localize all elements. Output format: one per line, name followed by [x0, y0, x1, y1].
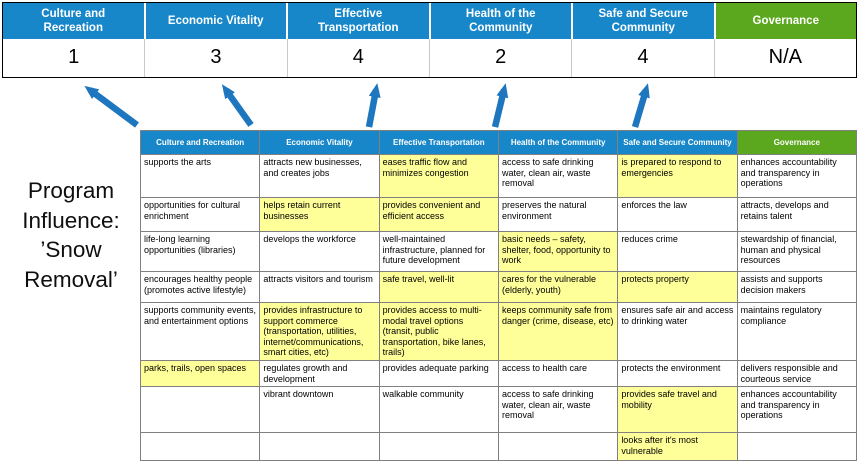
matrix-cell — [139, 432, 261, 462]
matrix-cell: develops the workforce — [259, 231, 380, 272]
pillar-header: Governance — [715, 3, 856, 39]
matrix-cell: vibrant downtown — [259, 386, 380, 434]
matrix-row: vibrant downtown walkable community access… — [139, 386, 858, 434]
pillar-header: Health of the Community — [430, 3, 571, 39]
up-arrow — [84, 85, 139, 128]
matrix-cell-highlighted: cares for the vulnerable (elderly, youth… — [497, 271, 619, 303]
matrix-cell-highlighted: protects property — [617, 271, 738, 303]
pillar-header: Safe and Secure Community — [573, 3, 714, 39]
matrix-row: parks, trails, open spaces regulates grow… — [139, 360, 858, 388]
matrix-cell-highlighted: provides access to multi-modal travel op… — [378, 301, 499, 362]
matrix-cell: walkable community — [378, 386, 499, 434]
pillar-score: 4 — [571, 39, 713, 77]
matrix-cell: protects the environment — [617, 360, 738, 388]
matrix-cell: delivers responsible and courteous servi… — [736, 360, 858, 388]
matrix-header-row: Culture and Recreation Economic Vitality E… — [139, 130, 858, 155]
matrix-cell: enhances accountability and transparency… — [736, 154, 858, 198]
matrix-body: supports the arts attracts new businesses… — [139, 154, 858, 462]
matrix-cell-highlighted: basic needs – safety, shelter, food, opp… — [497, 231, 619, 272]
pillar-score: 2 — [428, 39, 571, 77]
matrix-cell — [736, 432, 858, 462]
matrix-cell — [378, 432, 499, 462]
matrix-cell: supports the arts — [139, 154, 261, 198]
program-title-line: Program — [27, 178, 115, 203]
matrix-cell: provides adequate parking — [378, 360, 499, 388]
matrix-cell — [259, 432, 380, 462]
matrix-cell: life-long learning opportunities (librar… — [139, 231, 261, 272]
matrix-cell: reduces crime — [617, 231, 738, 272]
matrix-column-header: Culture and Recreation — [139, 130, 261, 155]
pillar-header: Culture and Recreation — [3, 3, 144, 39]
matrix-column-header: Effective Transportation — [378, 130, 499, 155]
matrix-cell: assists and supports decision makers — [736, 271, 858, 303]
matrix-cell: access to health care — [497, 360, 619, 388]
matrix-cell — [497, 432, 619, 462]
matrix-cell-highlighted: safe travel, well-lit — [378, 271, 499, 303]
summary-score-row: 1 3 4 2 4 N/A — [3, 39, 856, 77]
matrix-cell-highlighted: provides convenient and efficient access — [378, 197, 499, 232]
matrix-cell: enforces the law — [617, 197, 738, 232]
matrix-cell: enhances accountability and transparency… — [736, 386, 858, 434]
matrix-row: looks after it's most vulnerable — [139, 432, 858, 462]
matrix-column-header: Health of the Community — [497, 130, 619, 155]
program-title: Program Influence: ’Snow Removal’ — [2, 176, 140, 295]
matrix-cell: attracts, develops and retains talent — [736, 197, 858, 232]
matrix-cell: regulates growth and development — [259, 360, 380, 388]
matrix-cell: preserves the natural environment — [497, 197, 619, 232]
program-title-line: Removal’ — [24, 267, 118, 293]
matrix-cell-highlighted: helps retain current businesses — [259, 197, 380, 232]
pillar-summary: Culture and Recreation Economic Vitality E… — [2, 2, 857, 78]
matrix-cell-highlighted: looks after it's most vulnerable — [617, 432, 738, 462]
matrix-cell-highlighted: is prepared to respond to emergencies — [617, 154, 738, 198]
matrix-row: supports the arts attracts new businesses… — [139, 154, 858, 198]
influence-matrix: Culture and Recreation Economic Vitality E… — [139, 130, 858, 462]
matrix-cell: maintains regulatory compliance — [736, 301, 858, 362]
matrix-cell: ensures safe air and access to drinking … — [617, 301, 738, 362]
matrix-column-header: Economic Vitality — [259, 130, 380, 155]
up-arrow — [365, 83, 381, 128]
matrix-row: life-long learning opportunities (librar… — [139, 231, 858, 272]
up-arrow — [221, 84, 254, 127]
matrix-cell-highlighted: parks, trails, open spaces — [139, 360, 261, 388]
matrix-cell: encourages healthy people (promotes acti… — [139, 271, 261, 303]
matrix-cell — [139, 386, 261, 434]
matrix-cell: stewardship of financial, human and phys… — [736, 231, 858, 272]
pillar-score: 3 — [144, 39, 286, 77]
pillar-score: 4 — [286, 39, 429, 77]
matrix-cell: well-maintained infrastructure, planned … — [378, 231, 499, 272]
matrix-cell-highlighted: eases traffic flow and minimizes congest… — [378, 154, 499, 198]
up-arrow — [491, 83, 509, 128]
matrix-cell: attracts new businesses, and creates job… — [259, 154, 380, 198]
pillar-header: Effective Transportation — [288, 3, 429, 39]
pillar-score: N/A — [713, 39, 856, 77]
summary-header-row: Culture and Recreation Economic Vitality E… — [3, 3, 856, 39]
matrix-row: opportunities for cultural enrichment hel… — [139, 197, 858, 232]
matrix-column-header: Safe and Secure Community — [617, 130, 738, 155]
up-arrow — [631, 83, 650, 128]
matrix-cell: access to safe drinking water, clean air… — [497, 154, 619, 198]
matrix-cell-highlighted: provides infrastructure to support comme… — [259, 301, 380, 362]
matrix-cell: access to safe drinking water, clean air… — [497, 386, 619, 434]
matrix-cell: opportunities for cultural enrichment — [139, 197, 261, 232]
influence-arrows — [84, 83, 650, 128]
matrix-cell: attracts visitors and tourism — [259, 271, 380, 303]
matrix-column-header: Governance — [736, 130, 858, 155]
matrix-cell: supports community events, and entertain… — [139, 301, 261, 362]
program-title-line: Influence: — [22, 207, 120, 233]
matrix-cell-highlighted: provides safe travel and mobility — [617, 386, 738, 434]
matrix-cell-highlighted: keeps community safe from danger (crime,… — [497, 301, 619, 362]
matrix-row: supports community events, and entertain… — [139, 301, 858, 362]
pillar-header: Economic Vitality — [145, 3, 286, 39]
pillar-score: 1 — [68, 46, 80, 68]
program-title-line: ’Snow — [40, 237, 102, 263]
matrix-row: encourages healthy people (promotes acti… — [139, 271, 858, 303]
